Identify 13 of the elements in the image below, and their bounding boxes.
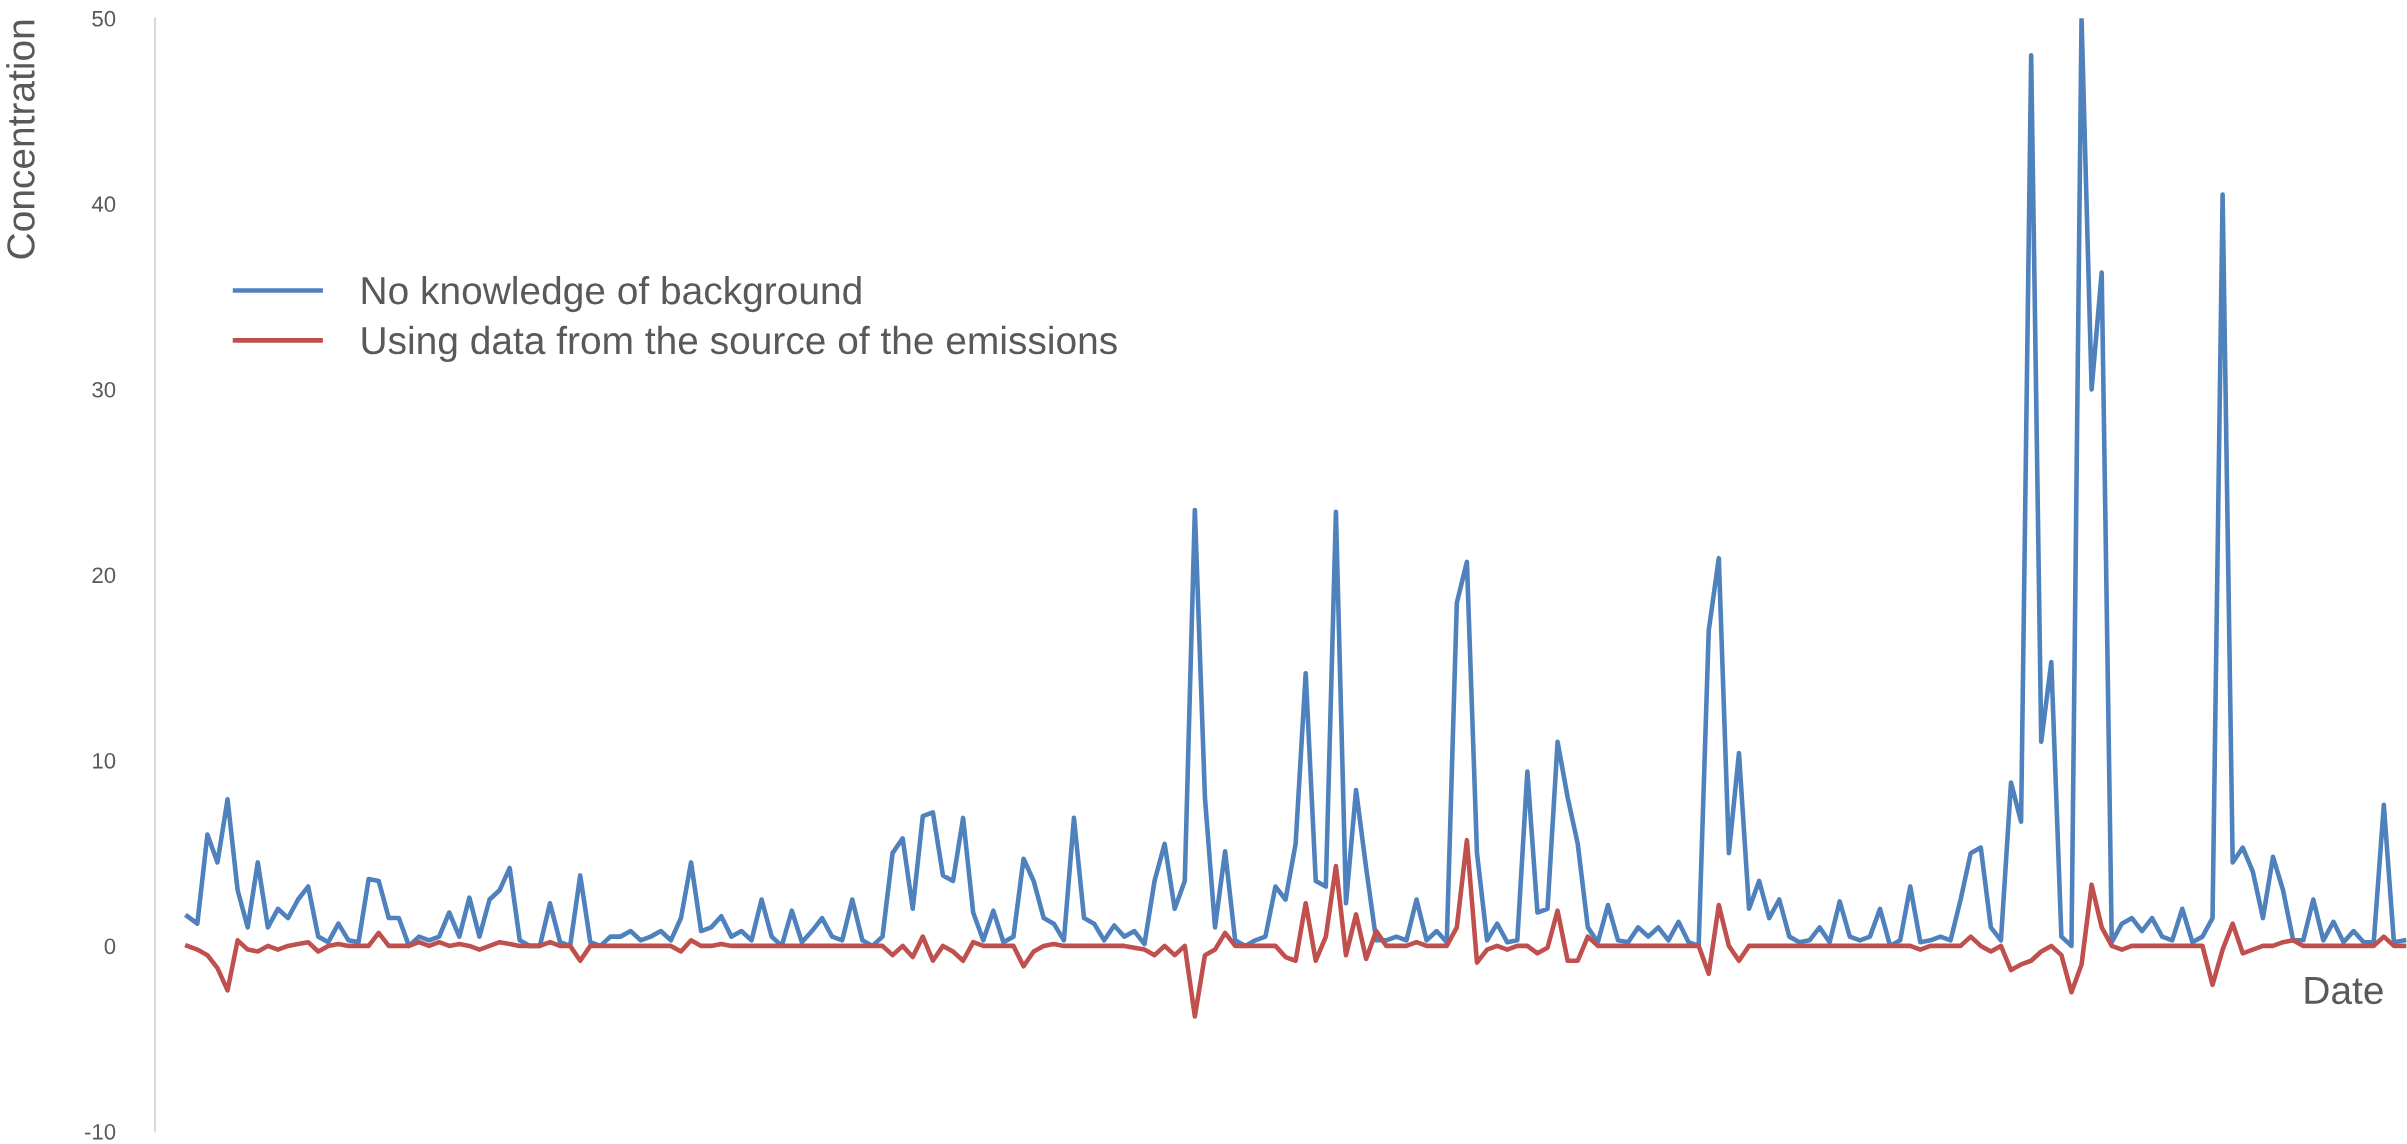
y-tick-label: 50: [92, 10, 116, 27]
y-tick-label: 10: [93, 752, 116, 769]
line-series: [184, 18, 2407, 949]
y-tick-label: -10: [84, 1123, 116, 1140]
line-series: [184, 837, 2407, 1019]
y-axis-title: Concentration: [6, 20, 35, 259]
y-tick-label: 30: [92, 381, 116, 398]
legend-label: Using data from the source of the emissions: [362, 325, 1117, 363]
x-axis-title: Date: [2305, 977, 2383, 1005]
y-tick-label: 0: [104, 938, 116, 955]
y-tick-label: 40: [91, 196, 116, 213]
y-tick-label: 20: [92, 567, 116, 584]
legend-label: No knowledge of background: [362, 275, 861, 313]
